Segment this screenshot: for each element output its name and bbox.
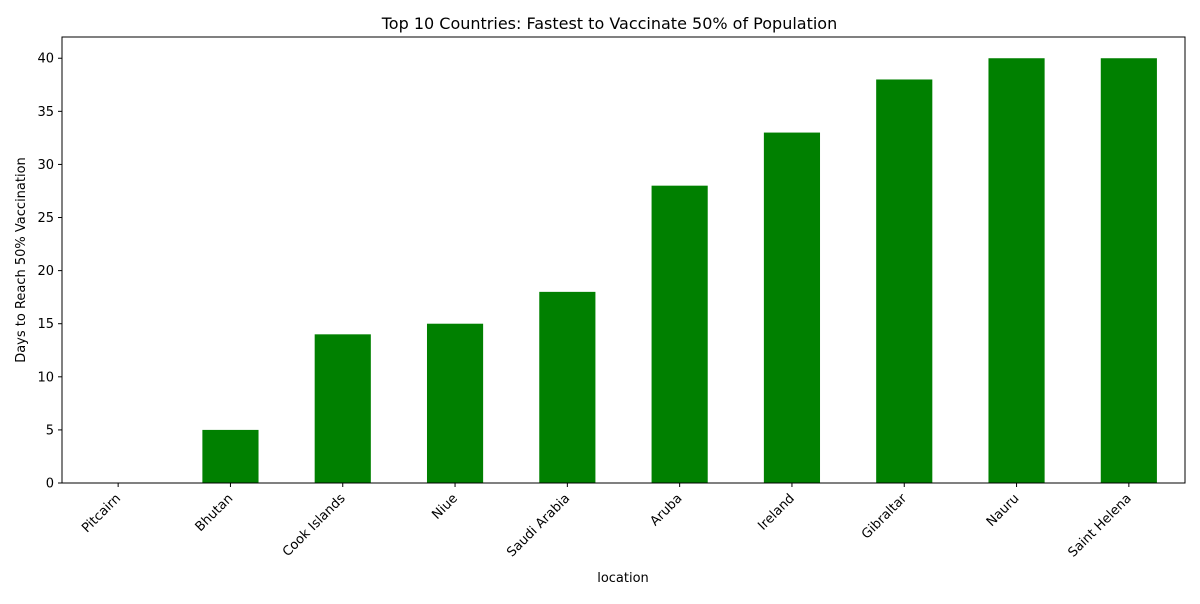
x-tick-label: Cook Islands — [280, 491, 349, 560]
y-tick-label: 0 — [46, 477, 54, 492]
axes-frame — [61, 36, 1186, 484]
bar — [876, 79, 933, 483]
y-tick-label: 25 — [37, 211, 54, 226]
x-tick-label: Ireland — [755, 491, 797, 533]
plot-area: 0 5 10 15 20 25 30 35 40 Pitcairn Bhutan Cook Islan… — [37, 36, 1186, 560]
y-tick-label: 35 — [37, 105, 54, 120]
bar — [426, 323, 484, 483]
x-tick-label: Saint Helena — [1065, 491, 1134, 560]
y-tick-label: 30 — [37, 158, 54, 173]
y-tick-label: 10 — [37, 370, 54, 385]
x-tick-label: Bhutan — [193, 491, 237, 535]
bar — [988, 58, 1045, 484]
x-tick-label: Nauru — [984, 491, 1023, 530]
x-tick-label: Pitcairn — [79, 491, 124, 536]
bar — [314, 334, 371, 483]
y-axis-label: Days to Reach 50% Vaccination — [14, 157, 29, 363]
y-tick-label: 5 — [46, 423, 54, 438]
y-tick-label: 15 — [37, 317, 54, 332]
bar — [651, 185, 708, 484]
bar — [539, 291, 596, 483]
x-tick-label: Aruba — [648, 491, 686, 529]
bar — [202, 429, 259, 483]
bar — [1100, 58, 1157, 484]
x-tick-label: Saudi Arabia — [504, 491, 573, 560]
x-tick-label: Niue — [429, 491, 461, 523]
y-tick-label: 20 — [37, 264, 54, 279]
x-axis-label: location — [597, 571, 649, 586]
y-tick-label: 40 — [37, 52, 54, 67]
bar — [763, 132, 821, 483]
x-tick-label: Gibraltar — [859, 491, 911, 543]
chart-title: Top 10 Countries: Fastest to Vaccinate 5… — [381, 14, 837, 33]
